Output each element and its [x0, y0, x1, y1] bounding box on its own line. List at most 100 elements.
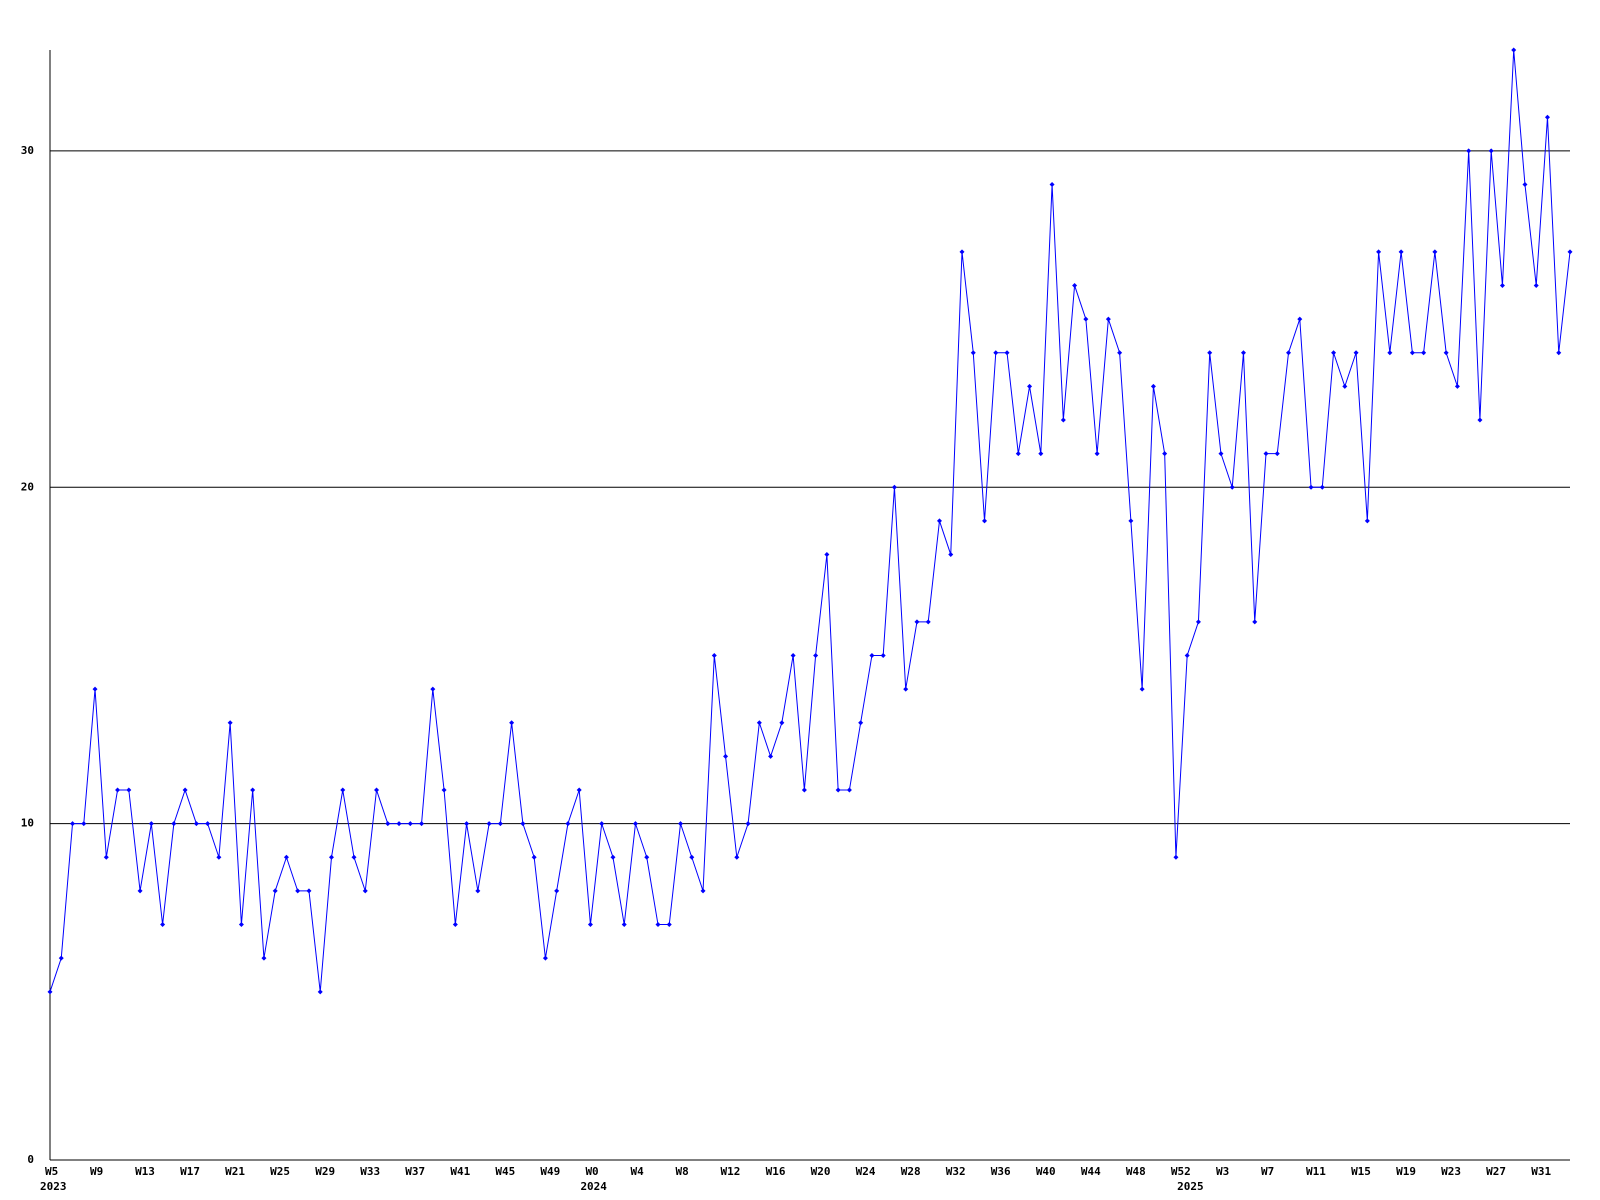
x-tick-label: W3: [1216, 1165, 1229, 1178]
x-tick-label: W16: [766, 1165, 786, 1178]
data-point: [768, 753, 774, 759]
data-point: [362, 888, 368, 894]
x-tick-label: W44: [1081, 1165, 1101, 1178]
data-point: [1342, 383, 1348, 389]
data-point: [385, 821, 391, 827]
data-point: [520, 821, 526, 827]
data-point: [1004, 350, 1010, 356]
data-point: [599, 821, 605, 827]
data-point: [351, 854, 357, 860]
data-point: [1466, 148, 1472, 154]
x-tick-label: W28: [901, 1165, 921, 1178]
data-point: [317, 989, 323, 995]
data-point: [115, 787, 121, 793]
data-point: [689, 854, 695, 860]
data-point: [1286, 350, 1292, 356]
data-point: [1229, 484, 1235, 490]
data-point: [486, 821, 492, 827]
data-point: [734, 854, 740, 860]
data-point: [216, 854, 222, 860]
x-tick-label: W21: [225, 1165, 245, 1178]
year-label: 2025: [1177, 1180, 1204, 1193]
x-tick-label: W33: [360, 1165, 380, 1178]
data-point: [1072, 282, 1078, 288]
data-point: [824, 552, 830, 558]
data-point: [328, 854, 334, 860]
x-tick-label: W15: [1351, 1165, 1371, 1178]
y-tick-label: 20: [21, 480, 34, 493]
x-tick-label: W11: [1306, 1165, 1326, 1178]
x-tick-label: W49: [540, 1165, 560, 1178]
x-tick-label: W12: [721, 1165, 741, 1178]
x-tick-label: W19: [1396, 1165, 1416, 1178]
data-point: [1139, 686, 1145, 692]
x-tick-label: W40: [1036, 1165, 1056, 1178]
data-point: [993, 350, 999, 356]
data-point: [1117, 350, 1123, 356]
data-point: [261, 955, 267, 961]
data-point: [1060, 417, 1066, 423]
data-point: [723, 753, 729, 759]
data-point: [1454, 383, 1460, 389]
data-point: [846, 787, 852, 793]
x-tick-label: W9: [90, 1165, 103, 1178]
data-point: [1015, 451, 1021, 457]
data-point: [925, 619, 931, 625]
data-point: [70, 821, 76, 827]
data-point: [914, 619, 920, 625]
data-point: [464, 821, 470, 827]
data-point: [1511, 47, 1517, 53]
data-point: [137, 888, 143, 894]
x-tick-label: W23: [1441, 1165, 1461, 1178]
data-point: [576, 787, 582, 793]
data-point: [205, 821, 211, 827]
x-tick-label: W37: [405, 1165, 425, 1178]
x-tick-label: W32: [946, 1165, 966, 1178]
data-point: [430, 686, 436, 692]
data-point: [1252, 619, 1258, 625]
data-point: [1533, 282, 1539, 288]
data-point: [542, 955, 548, 961]
data-point: [475, 888, 481, 894]
data-point: [813, 652, 819, 658]
data-point: [47, 989, 53, 995]
data-point: [171, 821, 177, 827]
data-point: [779, 720, 785, 726]
data-point: [1308, 484, 1314, 490]
data-point: [835, 787, 841, 793]
data-point: [880, 652, 886, 658]
x-tick-label: W0: [585, 1165, 598, 1178]
x-tick-label: W36: [991, 1165, 1011, 1178]
x-tick-label: W13: [135, 1165, 155, 1178]
x-tick-label: W31: [1531, 1165, 1551, 1178]
data-point: [1443, 350, 1449, 356]
x-tick-label: W8: [676, 1165, 689, 1178]
x-tick-label: W17: [180, 1165, 200, 1178]
data-point: [1173, 854, 1179, 860]
data-point: [1387, 350, 1393, 356]
data-point: [1128, 518, 1134, 524]
data-point: [1364, 518, 1370, 524]
x-tick-label: W48: [1126, 1165, 1146, 1178]
data-point: [374, 787, 380, 793]
x-tick-label: W41: [450, 1165, 470, 1178]
data-point: [869, 652, 875, 658]
data-point: [1263, 451, 1269, 457]
data-point: [1150, 383, 1156, 389]
data-point: [948, 552, 954, 558]
data-point: [1544, 114, 1550, 120]
data-point: [632, 821, 638, 827]
data-point: [531, 854, 537, 860]
data-point: [441, 787, 447, 793]
data-point: [1353, 350, 1359, 356]
data-point: [92, 686, 98, 692]
data-point: [497, 821, 503, 827]
data-point: [283, 854, 289, 860]
data-point: [1499, 282, 1505, 288]
data-point: [621, 922, 627, 928]
x-tick-label: W27: [1486, 1165, 1506, 1178]
data-point: [1162, 451, 1168, 457]
data-point: [103, 854, 109, 860]
